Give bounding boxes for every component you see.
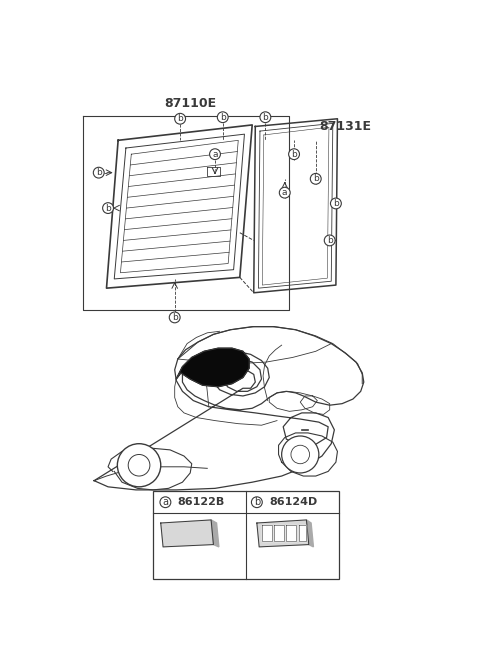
Circle shape (291, 445, 310, 464)
Text: b: b (96, 168, 102, 177)
Text: 87110E: 87110E (164, 97, 216, 110)
Polygon shape (262, 525, 272, 541)
Text: 86122B: 86122B (178, 497, 225, 507)
Text: 87131E: 87131E (319, 120, 371, 133)
Polygon shape (161, 520, 214, 547)
Bar (153, 491, 339, 579)
Text: b: b (263, 113, 268, 122)
Polygon shape (211, 520, 219, 547)
Circle shape (324, 235, 335, 246)
Text: a: a (212, 150, 218, 159)
Circle shape (217, 112, 228, 123)
Circle shape (117, 443, 161, 487)
Circle shape (169, 312, 180, 323)
Circle shape (288, 149, 300, 159)
Circle shape (93, 167, 104, 178)
Polygon shape (257, 520, 309, 547)
Polygon shape (176, 348, 249, 387)
Text: b: b (105, 203, 111, 213)
Text: a: a (162, 497, 168, 507)
Circle shape (311, 173, 321, 184)
Circle shape (260, 112, 271, 123)
Circle shape (330, 198, 341, 209)
Polygon shape (286, 525, 296, 541)
Text: b: b (177, 114, 183, 123)
Polygon shape (274, 525, 284, 541)
Text: b: b (291, 150, 297, 159)
Circle shape (210, 149, 220, 159)
Circle shape (160, 497, 171, 508)
Text: b: b (220, 113, 226, 122)
Polygon shape (306, 520, 313, 547)
Circle shape (128, 455, 150, 476)
Text: 86124D: 86124D (269, 497, 317, 507)
Text: b: b (327, 236, 333, 245)
Text: b: b (333, 199, 339, 208)
Circle shape (252, 497, 262, 508)
Text: b: b (313, 174, 319, 183)
Circle shape (279, 188, 290, 198)
Circle shape (175, 113, 186, 124)
Circle shape (282, 436, 319, 473)
Circle shape (103, 203, 113, 213)
Polygon shape (299, 525, 306, 541)
Text: a: a (282, 188, 288, 197)
Text: b: b (254, 497, 260, 507)
Text: b: b (172, 313, 178, 322)
